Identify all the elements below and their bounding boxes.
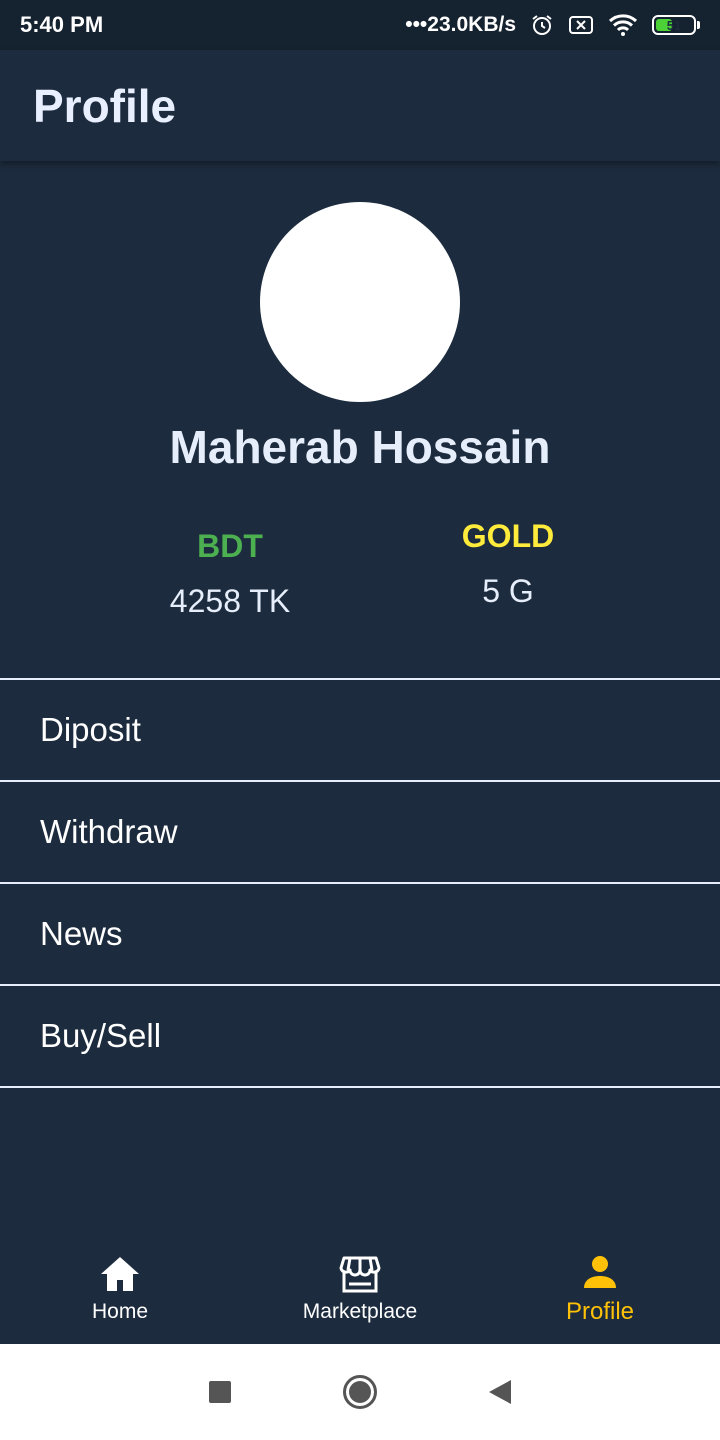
battery-level: 51 [666, 17, 682, 33]
user-name: Maherab Hossain [169, 421, 551, 473]
bdt-label: BDT [197, 528, 263, 564]
nav-label-profile: Profile [565, 1298, 635, 1325]
app-bar: Profile [0, 50, 720, 161]
bottom-nav: Home Marketplace Profile [0, 1224, 720, 1344]
home-icon [99, 1254, 141, 1294]
gold-label: GOLD [461, 518, 555, 554]
network-speed: •••23.0KB/s [405, 13, 516, 36]
menu-item-label: News [40, 915, 123, 952]
nav-item-marketplace[interactable]: Marketplace [240, 1224, 480, 1344]
alarm-icon [530, 13, 554, 37]
nav-item-profile[interactable]: Profile [480, 1224, 720, 1344]
status-icons: •••23.0KB/s 51 [405, 13, 700, 37]
recents-icon[interactable] [200, 1372, 240, 1412]
menu-item-withdraw[interactable]: Withdraw [0, 782, 720, 884]
page-title: Profile [33, 79, 177, 132]
bdt-balance: BDT 4258 TK [130, 528, 330, 620]
person-icon [582, 1252, 618, 1292]
status-bar: 5:40 PM •••23.0KB/s 51 [0, 0, 720, 50]
nav-label-home: Home [91, 1300, 149, 1323]
menu-item-buy-sell[interactable]: Buy/Sell [0, 986, 720, 1088]
nav-label-marketplace: Marketplace [302, 1300, 418, 1323]
home-circle-icon[interactable] [340, 1372, 380, 1412]
gold-balance: GOLD 5 G [408, 518, 608, 610]
store-icon [339, 1254, 381, 1294]
menu-item-label: Buy/Sell [40, 1017, 162, 1054]
back-icon[interactable] [480, 1372, 520, 1412]
status-time: 5:40 PM [20, 12, 104, 37]
menu-item-news[interactable]: News [0, 884, 720, 986]
battery-icon: 51 [652, 15, 700, 35]
avatar [260, 202, 460, 402]
menu-item-label: Diposit [40, 711, 141, 748]
menu-item-deposit[interactable]: Diposit [0, 680, 720, 782]
gold-value: 5 G [482, 573, 534, 609]
system-nav-bar [0, 1344, 720, 1440]
sim-disabled-icon [568, 14, 594, 36]
menu-item-label: Withdraw [40, 813, 178, 850]
wifi-icon [608, 13, 638, 37]
bdt-value: 4258 TK [169, 583, 291, 619]
nav-item-home[interactable]: Home [0, 1224, 240, 1344]
profile-menu: Diposit Withdraw News Buy/Sell [0, 678, 720, 1088]
